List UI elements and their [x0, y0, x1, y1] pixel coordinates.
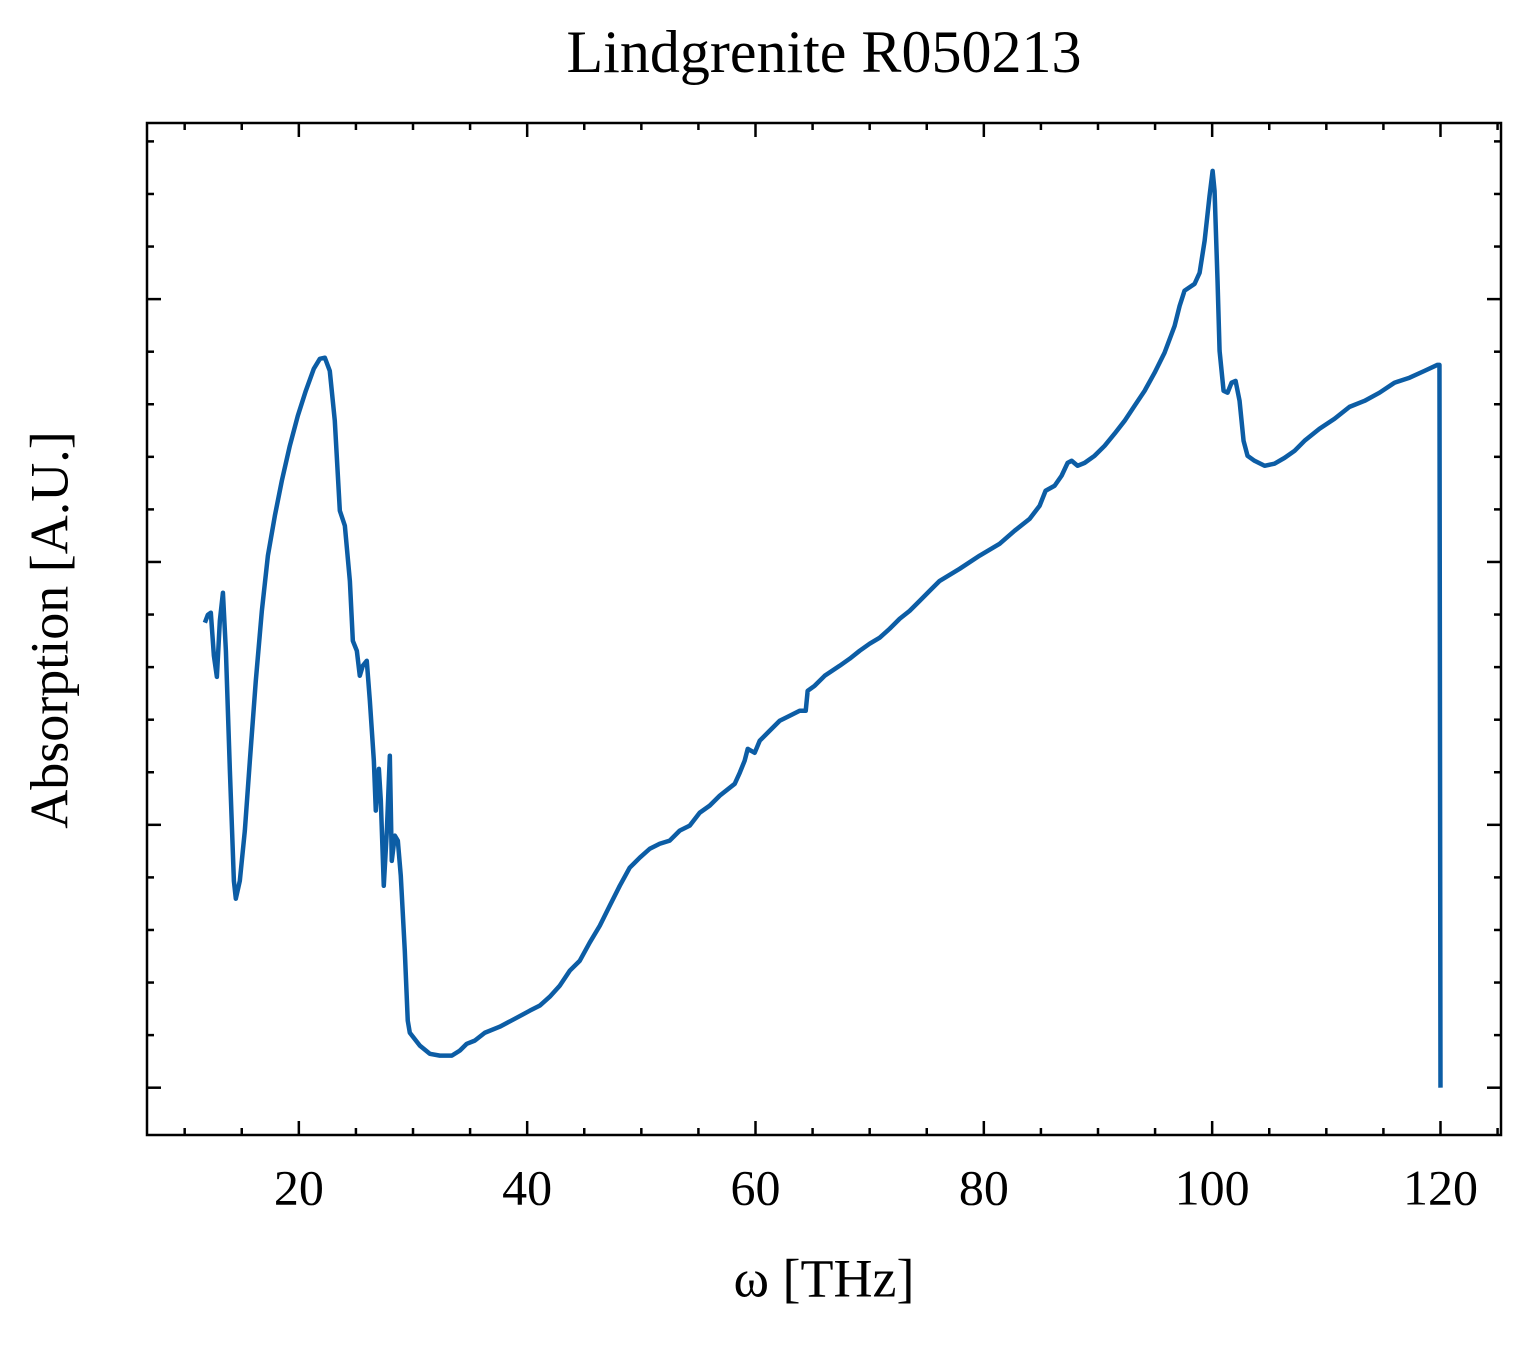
- plot-frame: [145, 121, 1503, 1137]
- y-axis-label: Absorption [A.U.]: [19, 431, 79, 828]
- x-tick-label: 40: [502, 1159, 552, 1215]
- data-line: [202, 168, 1443, 1088]
- x-tick-label: 80: [959, 1159, 1009, 1215]
- chart-title: Lindgrenite R050213: [567, 19, 1082, 85]
- x-tick-label: 60: [731, 1159, 781, 1215]
- x-axis-label: ω [THz]: [734, 1248, 915, 1308]
- x-tick-label: 100: [1175, 1159, 1250, 1215]
- x-tick-label: 120: [1403, 1159, 1478, 1215]
- x-tick-label: 20: [274, 1159, 324, 1215]
